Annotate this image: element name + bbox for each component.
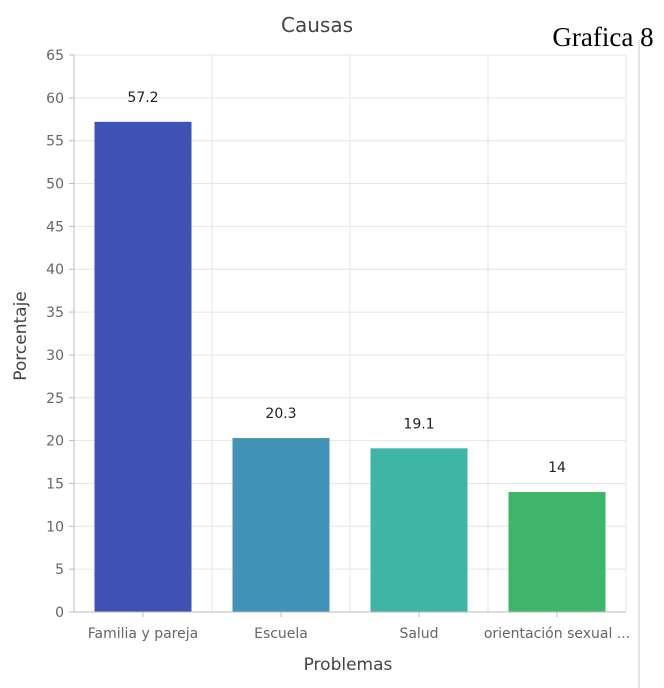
- x-tick-label: Escuela: [254, 626, 308, 642]
- y-tick-label: 15: [46, 476, 64, 492]
- bar: [232, 438, 330, 612]
- data-label: 57.2: [127, 90, 158, 106]
- x-tick-label: orientación sexual ...: [484, 626, 630, 642]
- y-tick-label: 40: [46, 262, 64, 278]
- y-tick-label: 30: [46, 348, 64, 364]
- axes: 0 5 10 15 20 25 30 35 40 45 50 55 60 65 Familia y pare…: [46, 48, 630, 642]
- corner-label: Grafica 8: [552, 22, 653, 52]
- y-tick-label: 55: [46, 134, 64, 150]
- y-tick-label: 35: [46, 305, 64, 321]
- y-tick-label: 20: [46, 434, 64, 450]
- y-tick-label: 60: [46, 91, 64, 107]
- y-tick-label: 10: [46, 519, 64, 535]
- x-axis-title: Problemas: [304, 655, 393, 675]
- y-tick-label: 45: [46, 219, 64, 235]
- data-label: 19.1: [403, 416, 434, 432]
- data-label: 14: [548, 460, 566, 476]
- bar: [508, 492, 606, 612]
- bar: [370, 448, 468, 612]
- bars: [94, 121, 606, 612]
- y-tick-label: 65: [46, 48, 64, 64]
- data-labels: 57.2 20.3 19.1 14: [127, 90, 566, 476]
- y-axis-title: Porcentaje: [11, 291, 31, 381]
- bar: [94, 121, 192, 612]
- y-tick-label: 0: [55, 605, 64, 621]
- x-tick-label: Familia y pareja: [88, 626, 198, 642]
- chart-title: Causas: [281, 13, 353, 37]
- y-tick-label: 50: [46, 177, 64, 193]
- x-tick-label: Salud: [399, 626, 438, 642]
- y-tick-label: 5: [55, 562, 64, 578]
- data-label: 20.3: [265, 406, 296, 422]
- y-tick-label: 25: [46, 391, 64, 407]
